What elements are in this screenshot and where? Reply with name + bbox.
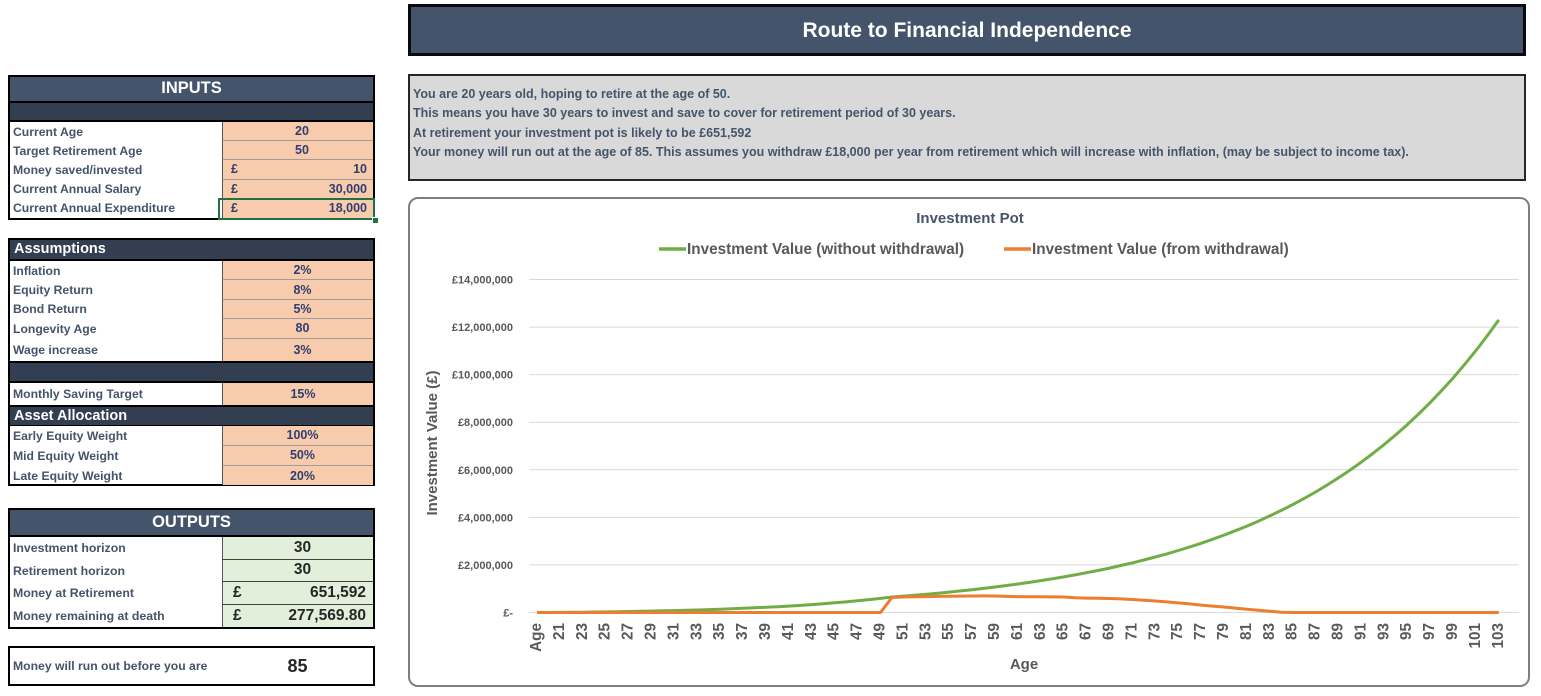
svg-text:Investment Pot: Investment Pot bbox=[916, 210, 1024, 227]
svg-text:£14,000,000: £14,000,000 bbox=[452, 275, 513, 287]
svg-text:£6,000,000: £6,000,000 bbox=[458, 465, 513, 477]
svg-text:75: 75 bbox=[1169, 623, 1186, 641]
svg-text:77: 77 bbox=[1192, 623, 1209, 640]
svg-text:101: 101 bbox=[1467, 623, 1484, 649]
svg-text:93: 93 bbox=[1375, 623, 1392, 640]
svg-text:Age: Age bbox=[528, 623, 545, 652]
svg-text:27: 27 bbox=[620, 623, 637, 640]
svg-text:25: 25 bbox=[597, 623, 614, 641]
svg-text:47: 47 bbox=[849, 623, 866, 640]
svg-text:97: 97 bbox=[1421, 623, 1438, 640]
svg-text:£10,000,000: £10,000,000 bbox=[452, 370, 513, 382]
svg-text:45: 45 bbox=[826, 623, 843, 641]
svg-text:£2,000,000: £2,000,000 bbox=[458, 560, 513, 572]
svg-text:23: 23 bbox=[574, 623, 591, 640]
svg-text:£-: £- bbox=[503, 608, 513, 620]
svg-text:65: 65 bbox=[1055, 623, 1072, 641]
svg-text:Investment Value (£): Investment Value (£) bbox=[424, 370, 441, 515]
svg-text:81: 81 bbox=[1238, 623, 1255, 641]
svg-text:85: 85 bbox=[1284, 623, 1301, 641]
svg-text:£4,000,000: £4,000,000 bbox=[458, 512, 513, 524]
svg-text:99: 99 bbox=[1444, 623, 1461, 640]
svg-text:59: 59 bbox=[986, 623, 1003, 640]
svg-text:29: 29 bbox=[643, 623, 660, 640]
svg-text:57: 57 bbox=[963, 623, 980, 640]
svg-text:103: 103 bbox=[1490, 623, 1507, 649]
svg-text:91: 91 bbox=[1352, 623, 1369, 641]
svg-text:89: 89 bbox=[1330, 623, 1347, 640]
svg-text:Investment Value (from withdra: Investment Value (from withdrawal) bbox=[1032, 241, 1289, 258]
svg-text:53: 53 bbox=[917, 623, 934, 640]
svg-text:69: 69 bbox=[1101, 623, 1118, 640]
svg-text:31: 31 bbox=[665, 623, 682, 641]
svg-text:63: 63 bbox=[1032, 623, 1049, 640]
svg-text:51: 51 bbox=[894, 623, 911, 641]
svg-text:83: 83 bbox=[1261, 623, 1278, 640]
svg-text:49: 49 bbox=[872, 623, 889, 640]
svg-text:43: 43 bbox=[803, 623, 820, 640]
svg-text:21: 21 bbox=[551, 623, 568, 641]
svg-text:73: 73 bbox=[1146, 623, 1163, 640]
svg-text:35: 35 bbox=[711, 623, 728, 641]
svg-text:67: 67 bbox=[1078, 623, 1095, 640]
svg-text:95: 95 bbox=[1398, 623, 1415, 641]
svg-text:55: 55 bbox=[940, 623, 957, 641]
svg-text:39: 39 bbox=[757, 623, 774, 640]
svg-text:33: 33 bbox=[688, 623, 705, 640]
svg-text:Age: Age bbox=[1010, 656, 1038, 673]
svg-text:79: 79 bbox=[1215, 623, 1232, 640]
svg-text:Investment Value (without with: Investment Value (without withdrawal) bbox=[687, 241, 964, 258]
svg-text:61: 61 bbox=[1009, 623, 1026, 641]
svg-text:87: 87 bbox=[1307, 623, 1324, 640]
svg-text:£12,000,000: £12,000,000 bbox=[452, 322, 513, 334]
svg-text:£8,000,000: £8,000,000 bbox=[458, 417, 513, 429]
svg-text:37: 37 bbox=[734, 623, 751, 640]
svg-text:41: 41 bbox=[780, 623, 797, 641]
svg-text:71: 71 bbox=[1123, 623, 1140, 641]
